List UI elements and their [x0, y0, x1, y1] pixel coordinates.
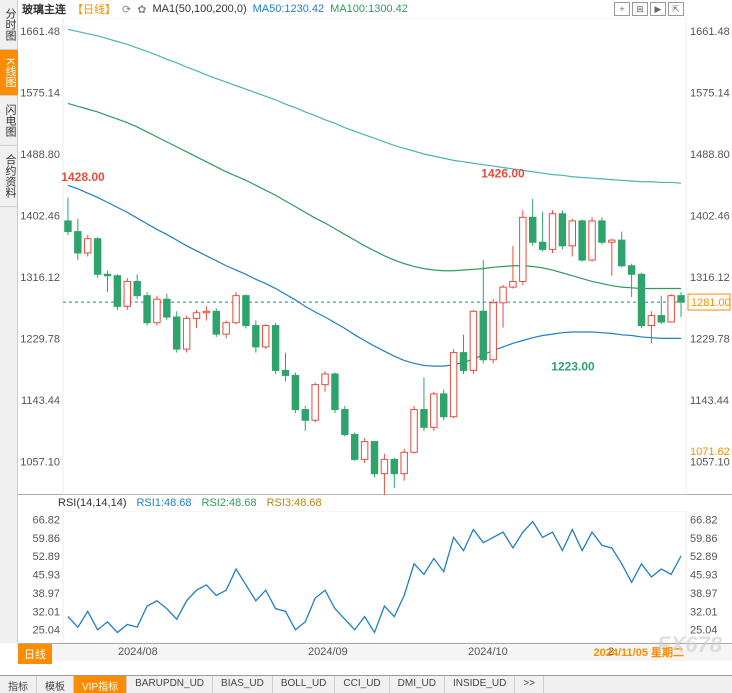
ma-params: MA1(50,100,200,0) — [152, 3, 246, 15]
rsi1-label: RSI1:48.68 — [136, 497, 191, 509]
timeframe-badge[interactable]: 日线 — [18, 644, 52, 664]
svg-text:1426.00: 1426.00 — [481, 166, 525, 180]
svg-text:59.86: 59.86 — [32, 533, 60, 545]
indicator-tab[interactable]: 模板 — [37, 676, 74, 693]
tool-chart-icon[interactable]: ⊞ — [632, 2, 648, 16]
rsi-chart-area: RSI(14,14,14) RSI1:48.68 RSI2:48.68 RSI3… — [18, 495, 732, 643]
svg-text:1229.78: 1229.78 — [690, 334, 730, 346]
settings-icon[interactable]: ✿ — [137, 3, 146, 16]
indicator-tab[interactable]: BOLL_UD — [273, 676, 336, 693]
indicator-tabs: 指标模板VIP指标BARUPDN_UDBIAS_UDBOLL_UDCCI_UDD… — [0, 675, 732, 693]
svg-text:1143.44: 1143.44 — [21, 395, 60, 407]
svg-text:59.86: 59.86 — [690, 533, 718, 545]
sidebar-tab-lightning[interactable]: 闪电图 — [0, 96, 20, 146]
svg-text:1281.00: 1281.00 — [691, 297, 731, 309]
svg-text:52.89: 52.89 — [690, 551, 718, 563]
svg-text:1575.14: 1575.14 — [20, 88, 60, 100]
svg-text:1316.12: 1316.12 — [690, 272, 730, 284]
svg-text:66.82: 66.82 — [690, 514, 718, 526]
ma50-label: MA50:1230.42 — [253, 3, 325, 15]
indicator-tab[interactable]: >> — [515, 676, 544, 693]
indicator-tab[interactable]: 指标 — [0, 676, 37, 693]
tool-zoom-in-icon[interactable]: + — [614, 2, 630, 16]
indicator-tab[interactable]: DMI_UD — [390, 676, 445, 693]
refresh-icon[interactable]: ⟳ — [122, 3, 131, 16]
svg-text:1057.10: 1057.10 — [20, 456, 60, 468]
svg-text:1488.80: 1488.80 — [20, 149, 60, 161]
left-sidebar: 分时图 K线图 闪电图 合约资料 — [0, 0, 18, 643]
svg-text:52.89: 52.89 — [32, 551, 60, 563]
svg-text:1661.48: 1661.48 — [690, 26, 730, 38]
svg-text:45.93: 45.93 — [690, 570, 718, 582]
tool-export-icon[interactable]: ⇱ — [668, 2, 684, 16]
indicator-tab[interactable]: CCI_UD — [335, 676, 389, 693]
price-chart-svg[interactable]: 1661.48 1661.48 1575.14 1575.14 1488.80 1488.… — [18, 18, 732, 495]
indicator-tab[interactable]: INSIDE_UD — [445, 676, 515, 693]
x-axis: 日线 2024/082024/092024/102 2024/11/05 星期二 — [18, 643, 732, 661]
price-chart-area: 玻璃主连 【日线】 ⟳ ✿ MA1(50,100,200,0) MA50:123… — [18, 0, 732, 495]
svg-text:1223.00: 1223.00 — [551, 360, 595, 374]
svg-text:32.01: 32.01 — [32, 606, 60, 618]
rsi2-label: RSI2:48.68 — [202, 497, 257, 509]
svg-text:1402.46: 1402.46 — [690, 211, 730, 223]
svg-text:1575.14: 1575.14 — [690, 88, 730, 100]
svg-text:1402.46: 1402.46 — [20, 211, 60, 223]
rsi-header: RSI(14,14,14) RSI1:48.68 RSI2:48.68 RSI3… — [18, 495, 732, 511]
watermark: FX678 — [657, 632, 722, 658]
x-date-label: 2024/10 — [468, 646, 508, 658]
svg-text:1488.80: 1488.80 — [690, 149, 730, 161]
rsi-chart-svg[interactable]: 66.82 66.82 59.86 59.86 52.89 52.89 45.93 45.93… — [18, 511, 732, 643]
svg-text:1229.78: 1229.78 — [20, 334, 60, 346]
svg-text:1143.44: 1143.44 — [690, 395, 729, 407]
chart-toolbar: + ⊞ ▶ ⇱ — [614, 2, 684, 16]
sidebar-tab-contract[interactable]: 合约资料 — [0, 146, 20, 207]
svg-text:45.93: 45.93 — [32, 570, 60, 582]
symbol-name: 玻璃主连 — [22, 1, 66, 17]
x-date-label: 2024/08 — [118, 646, 158, 658]
svg-text:1071.62: 1071.62 — [690, 446, 730, 458]
svg-text:25.04: 25.04 — [32, 625, 60, 637]
svg-text:1428.00: 1428.00 — [61, 170, 105, 184]
indicator-tab[interactable]: BIAS_UD — [213, 676, 273, 693]
sidebar-tab-timeshare[interactable]: 分时图 — [0, 0, 20, 50]
sidebar-tab-kline[interactable]: K线图 — [0, 50, 20, 96]
timeframe-label: 【日线】 — [72, 1, 116, 17]
svg-text:32.01: 32.01 — [690, 606, 718, 618]
indicator-tab[interactable]: VIP指标 — [74, 676, 127, 693]
indicator-tab[interactable]: BARUPDN_UD — [127, 676, 213, 693]
rsi-title: RSI(14,14,14) — [58, 497, 126, 509]
svg-text:1661.48: 1661.48 — [20, 26, 60, 38]
x-date-label: 2024/09 — [308, 646, 348, 658]
svg-text:38.97: 38.97 — [690, 588, 718, 600]
svg-text:66.82: 66.82 — [32, 514, 60, 526]
svg-text:1316.12: 1316.12 — [20, 272, 60, 284]
tool-play-icon[interactable]: ▶ — [650, 2, 666, 16]
svg-text:38.97: 38.97 — [32, 588, 60, 600]
svg-text:1057.10: 1057.10 — [690, 456, 730, 468]
rsi3-label: RSI3:48.68 — [267, 497, 322, 509]
ma100-label: MA100:1300.42 — [330, 3, 408, 15]
